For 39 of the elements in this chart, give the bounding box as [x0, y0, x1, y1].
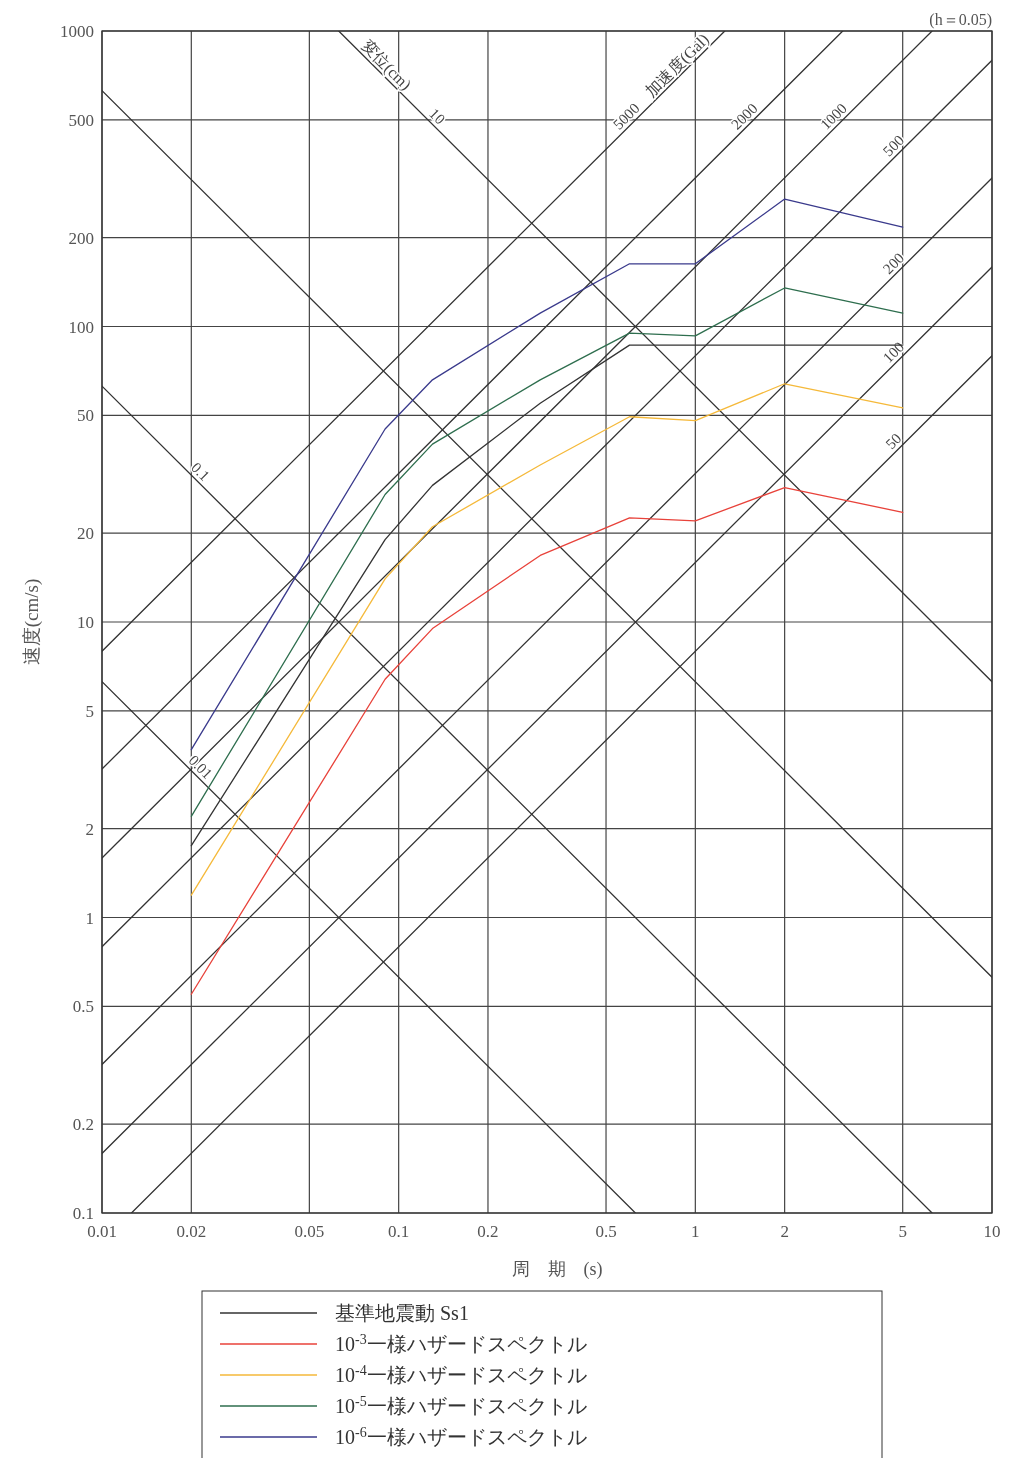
x-tick-label: 0.02 [176, 1222, 207, 1241]
text: 50 [882, 430, 905, 453]
legend-label: 10$^{-4}$一様ハザードスペクトル [335, 1362, 587, 1386]
text: 100 [879, 338, 908, 366]
text: (h＝0.05) [929, 11, 992, 29]
text: 500 [879, 132, 908, 160]
x-tick-label: 0.1 [388, 1222, 410, 1241]
y-tick-label: 100 [68, 317, 94, 337]
y-tick-label: 500 [68, 110, 94, 130]
x-tick-label: 0.05 [294, 1222, 325, 1241]
y-tick-label: 0.5 [72, 997, 94, 1017]
y-tick-label: 0.1 [72, 1204, 94, 1223]
text: 200 [879, 249, 908, 278]
legend-label: 10$^{-3}$一様ハザードスペクトル [335, 1331, 587, 1355]
text: 0.1 [188, 459, 213, 484]
y-tick-label: 0.2 [72, 1115, 94, 1135]
text: 0.01 [185, 752, 216, 782]
annotation: 変位(cm) [357, 37, 415, 94]
y-tick-label: 200 [68, 228, 94, 248]
x-tick-label: 0.01 [87, 1222, 117, 1241]
x-tick-label: 10 [983, 1222, 1001, 1241]
x-tick-label: 0.2 [477, 1222, 499, 1241]
legend-label: 10$^{-5}$一様ハザードスペクトル [335, 1393, 587, 1417]
legend-label: 10$^{-6}$一様ハザードスペクトル [335, 1424, 587, 1448]
y-axis-title: 速度(cm/s) [21, 578, 43, 666]
text: 10 [426, 105, 449, 128]
x-tick-label: 5 [898, 1222, 907, 1241]
y-tick-label: 50 [77, 406, 94, 426]
x-tick-label: 1 [691, 1222, 700, 1241]
y-tick-label: 20 [77, 524, 94, 544]
y-tick-label: 1000 [60, 22, 94, 41]
y-tick-label: 5 [85, 701, 94, 721]
y-tick-label: 1 [85, 908, 94, 928]
y-tick-label: 10 [77, 613, 94, 632]
x-axis-title: 周 期 (s) [511, 1259, 603, 1280]
x-tick-label: 0.5 [595, 1222, 617, 1241]
x-tick-label: 2 [780, 1222, 789, 1241]
y-tick-label: 2 [85, 819, 94, 839]
legend-label: 基準地震動 Ss1 [335, 1302, 469, 1324]
